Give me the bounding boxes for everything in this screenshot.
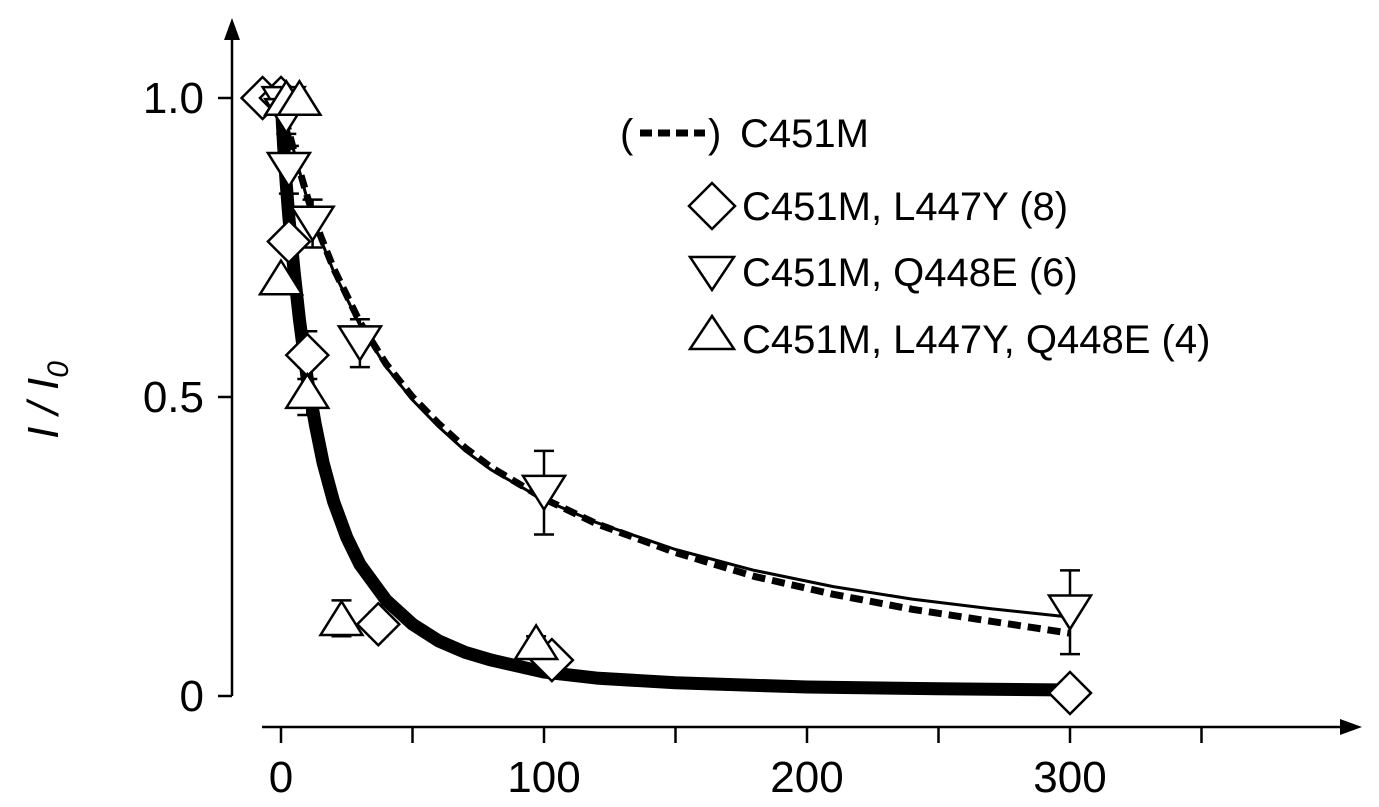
legend-line-prefix: ( [620, 112, 634, 156]
legend-triangle-up-marker [687, 313, 737, 351]
legend-entry-label-2: C451M, L447Y, Q448E (4) [742, 318, 1210, 362]
marker-triangle-up-1 [276, 78, 323, 117]
marker-diamond-2 [266, 218, 312, 265]
marker-diamond-4 [355, 601, 402, 648]
data-markers [239, 75, 1094, 716]
legend-entry-label-0: C451M, L447Y (8) [742, 185, 1068, 229]
fit-curve-0 [277, 97, 1071, 637]
y-axis-label-main: I / I [19, 378, 68, 439]
legend-diamond-marker [687, 181, 737, 231]
marker-triangle-up-4 [318, 599, 365, 637]
axes [218, 18, 1362, 743]
legend-line-label: C451M [740, 112, 869, 156]
y-tick-label-1: 0.5 [143, 373, 204, 422]
marker-diamond-3 [284, 332, 331, 378]
x-tick-label-0: 0 [269, 753, 293, 802]
marker-triangle-down-5 [520, 474, 568, 512]
x-tick-label-1: 100 [507, 753, 580, 802]
marker-triangle-up-3 [284, 371, 331, 410]
marker-triangle-up-5 [512, 623, 560, 661]
marker-triangle-down-4 [336, 325, 384, 363]
y-tick-label-0: 0 [180, 672, 204, 721]
tick-labels: 0 0.5 1.0 0 100 200 300 [143, 74, 1107, 802]
x-tick-label-2: 200 [770, 753, 843, 802]
legend-triangle-down-marker [687, 255, 737, 293]
x-axis-arrow [1340, 719, 1362, 735]
legend-line-suffix: ) [708, 112, 721, 156]
y-axis-label-subscript: 0 [42, 361, 75, 378]
legend-entry-label-1: C451M, Q448E (6) [742, 251, 1078, 295]
y-axis-label: I / I0 [19, 361, 75, 439]
marker-triangle-down-6 [1046, 594, 1094, 632]
legend: ( ) C451M C451M, L447Y (8) C451M, Q448E … [620, 112, 1210, 362]
x-tick-label-3: 300 [1033, 753, 1106, 802]
y-tick-label-2: 1.0 [143, 74, 204, 123]
marker-triangle-down-2 [265, 151, 313, 189]
marker-triangle-up-2 [257, 258, 305, 296]
marker-diamond-6 [1047, 670, 1093, 716]
marker-triangle-down-3 [289, 205, 336, 243]
y-axis-arrow [224, 18, 240, 40]
